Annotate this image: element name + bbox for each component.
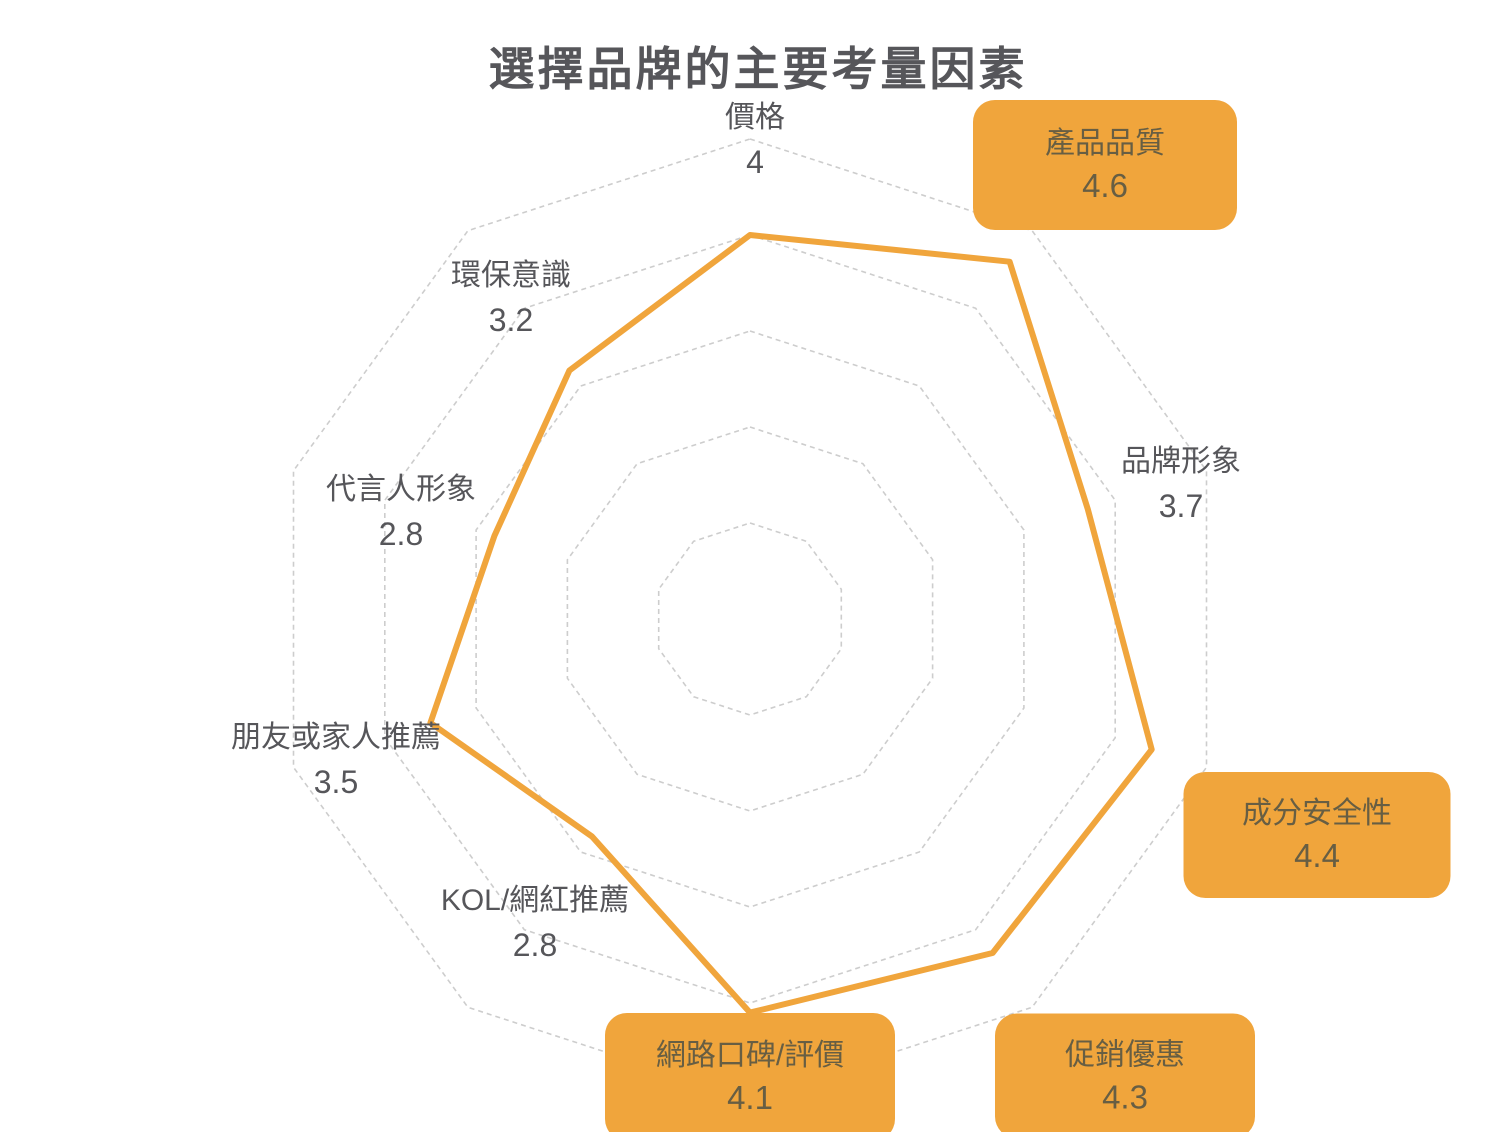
axis-label-text: 網路口碑/評價 [655, 1039, 845, 1072]
axis-label-text: 朋友或家人推薦 [231, 721, 441, 754]
axis-label-7: 朋友或家人推薦 3.5 [231, 716, 441, 804]
axis-value-text: 2.8 [378, 516, 424, 552]
axis-value-text: 3.7 [1158, 488, 1204, 524]
axis-label-text: 環保意識 [451, 259, 571, 292]
axis-label-text: KOL/網紅推薦 [440, 884, 630, 917]
axis-label-8: 代言人形象 2.8 [326, 468, 476, 556]
highlight-badge-1: 產品品質 4.6 [973, 100, 1237, 230]
highlight-badge-4: 促銷優惠 4.3 [995, 1013, 1255, 1132]
axis-label-2: 品牌形象 3.7 [1121, 440, 1241, 528]
grid-rings [292, 138, 1208, 1100]
axis-label-6: KOL/網紅推薦 2.8 [441, 879, 629, 967]
axis-label-text: 品牌形象 [1121, 445, 1241, 478]
grid-ring-2 [566, 426, 934, 812]
axis-label-text: 成分安全性 [1242, 797, 1392, 830]
data-series [427, 232, 1155, 1016]
axis-value-text: 4.6 [1082, 167, 1128, 204]
grid-ring-5 [292, 138, 1208, 1100]
axis-value-text: 4.1 [727, 1079, 773, 1116]
axis-label-text: 促銷優惠 [1065, 1038, 1185, 1071]
grid-ring-3 [475, 330, 1025, 908]
chart-title: 選擇品牌的主要考量因素 [488, 43, 1028, 95]
axis-value-text: 3.2 [488, 302, 534, 338]
axis-value-text: 4.3 [1102, 1078, 1148, 1115]
highlight-badge-5: 網路口碑/評價 4.1 [605, 1013, 895, 1132]
grid-ring-1 [657, 522, 843, 716]
axis-value-text: 4.4 [1294, 837, 1340, 874]
data-polygon [427, 232, 1155, 1016]
axis-label-9: 環保意識 3.2 [451, 254, 571, 342]
axis-value-text: 3.5 [313, 764, 359, 800]
axis-value-text: 4 [746, 144, 764, 180]
axis-label-text: 代言人形象 [326, 473, 476, 506]
highlight-badge-3: 成分安全性 4.4 [1183, 772, 1451, 898]
axis-value-text: 2.8 [512, 927, 558, 963]
axis-label-0: 價格 4 [725, 96, 785, 184]
axis-label-text: 產品品質 [1045, 127, 1165, 160]
axis-label-text: 價格 [725, 101, 785, 134]
